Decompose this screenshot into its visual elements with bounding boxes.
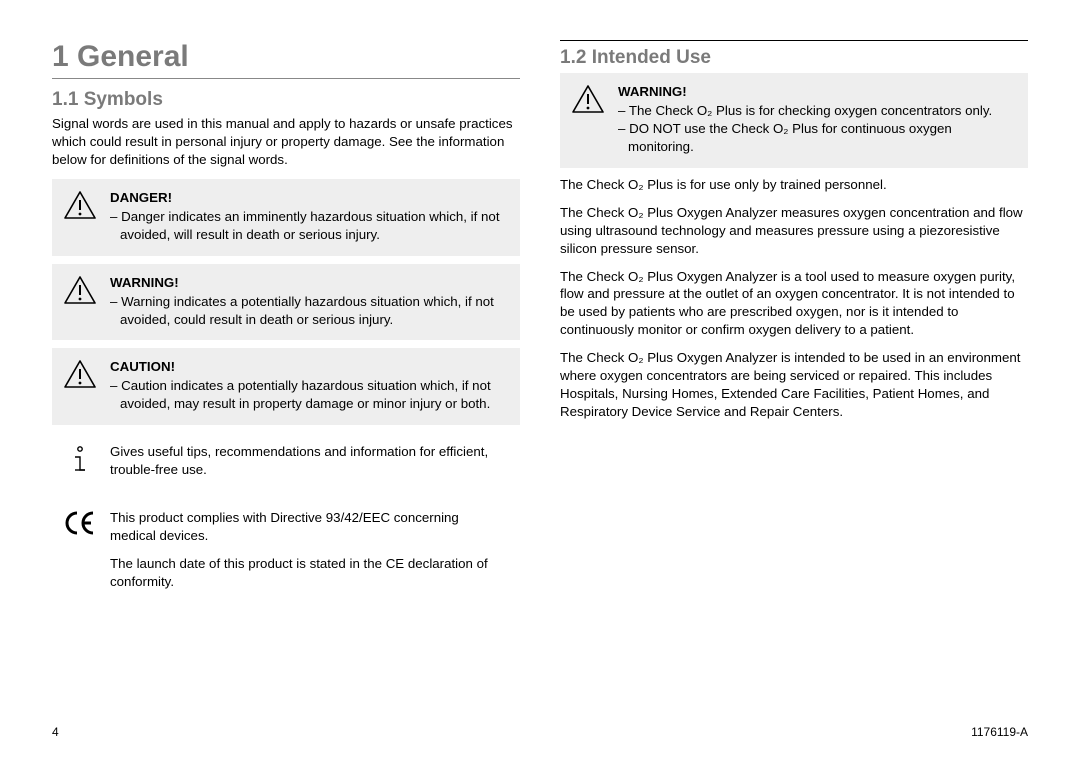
left-column: 1 General 1.1 Symbols Signal words are u…	[52, 40, 520, 611]
section-title-intended-use: 1.2 Intended Use	[560, 47, 1028, 69]
warning-icon	[64, 274, 96, 329]
caution-text: – Caution indicates a potentially hazard…	[110, 377, 508, 413]
notice-caution: CAUTION! – Caution indicates a potential…	[52, 348, 520, 425]
warning-label: WARNING!	[110, 274, 508, 292]
warning-line-2: – DO NOT use the Check O₂ Plus for conti…	[618, 120, 1016, 156]
danger-label: DANGER!	[110, 189, 508, 207]
warning-icon-2	[572, 83, 604, 156]
ce-text-1: This product complies with Directive 93/…	[110, 509, 508, 545]
section-title-symbols: 1.1 Symbols	[52, 89, 520, 111]
warning-label-2: WARNING!	[618, 83, 1016, 101]
info-icon	[64, 443, 96, 479]
ce-icon	[64, 509, 96, 591]
page-number: 4	[52, 725, 59, 739]
caution-label: CAUTION!	[110, 358, 508, 376]
symbols-intro: Signal words are used in this manual and…	[52, 115, 520, 169]
notice-warning: WARNING! – Warning indicates a potential…	[52, 264, 520, 341]
info-text: Gives useful tips, recommendations and i…	[110, 443, 508, 479]
warning-line-1: – The Check O₂ Plus is for checking oxyg…	[618, 102, 1016, 120]
intended-p3: The Check O₂ Plus Oxygen Analyzer is a t…	[560, 268, 1028, 340]
notice-info: Gives useful tips, recommendations and i…	[52, 433, 520, 491]
notice-warning-intended: WARNING! – The Check O₂ Plus is for chec…	[560, 73, 1028, 168]
caution-icon	[64, 358, 96, 413]
danger-text: – Danger indicates an imminently hazardo…	[110, 208, 508, 244]
intended-p4: The Check O₂ Plus Oxygen Analyzer is int…	[560, 349, 1028, 421]
notice-danger: DANGER! – Danger indicates an imminently…	[52, 179, 520, 256]
right-column: 1.2 Intended Use WARNING! – The Check O₂…	[560, 40, 1028, 611]
ce-text-2: The launch date of this product is state…	[110, 555, 508, 591]
chapter-title: 1 General	[52, 40, 520, 79]
intended-p2: The Check O₂ Plus Oxygen Analyzer measur…	[560, 204, 1028, 258]
page-body: 1 General 1.1 Symbols Signal words are u…	[0, 0, 1080, 631]
notice-ce: This product complies with Directive 93/…	[52, 499, 520, 603]
doc-id: 1176119-A	[971, 725, 1028, 739]
intended-p1: The Check O₂ Plus is for use only by tra…	[560, 176, 1028, 194]
warning-text: – Warning indicates a potentially hazard…	[110, 293, 508, 329]
top-rule	[560, 40, 1028, 41]
danger-icon	[64, 189, 96, 244]
